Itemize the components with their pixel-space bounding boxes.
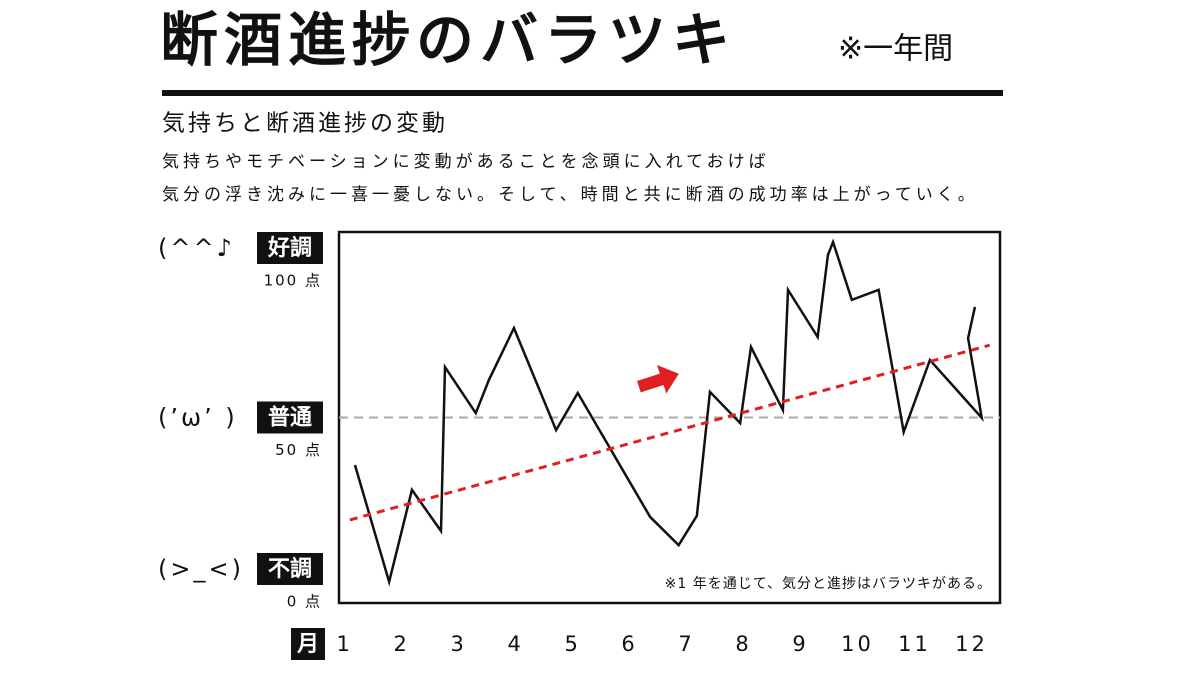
level-face: (’ω’ ) <box>158 404 238 432</box>
x-tick-label: 1 <box>337 632 353 656</box>
x-tick-label: 2 <box>393 632 409 656</box>
y-tick-label: 0 点 <box>287 593 322 611</box>
x-tick-label: 9 <box>792 632 808 656</box>
x-tick-label: 6 <box>621 632 637 656</box>
level-label: 不調 <box>268 556 312 582</box>
title-note: ※一年間 <box>838 32 953 67</box>
description-line: 気持ちやモチベーションに変動があることを念頭に入れておけば <box>162 151 770 172</box>
x-label-box <box>291 628 325 660</box>
x-tick-label: 5 <box>564 632 580 656</box>
description-line: 気分の浮き沈みに一喜一憂しない。そして、時間と共に断酒の成功率は上がっていく。 <box>162 185 979 205</box>
arrow-icon <box>637 365 679 394</box>
level-label: 普通 <box>268 405 312 431</box>
x-tick-label: 10 <box>841 632 874 656</box>
level-box <box>257 232 323 264</box>
subtitle: 気持ちと断酒進捗の変動 <box>162 111 448 137</box>
x-tick-label: 8 <box>735 632 751 656</box>
level-face: (>_<) <box>158 555 244 583</box>
x-tick-label: 3 <box>450 632 466 656</box>
level-box <box>257 401 323 434</box>
y-tick-label: 100 点 <box>264 272 322 290</box>
x-tick-label: 12 <box>955 632 988 656</box>
annotation: ※1 年を通じて、気分と進捗はバラツキがある。 <box>665 576 992 592</box>
data-line <box>353 238 984 587</box>
title-rule <box>162 90 1003 96</box>
y-tick-label: 50 点 <box>275 441 322 459</box>
x-tick-label: 11 <box>898 632 931 656</box>
level-label: 好調 <box>267 235 312 261</box>
chart-title: 断酒進捗のバラツキ <box>160 6 736 74</box>
arrow <box>637 365 679 394</box>
level-face: (^^♪ <box>158 234 235 262</box>
x-tick-label: 7 <box>678 632 694 656</box>
level-box <box>257 553 323 585</box>
x-tick-label: 4 <box>507 632 523 656</box>
trend-line <box>349 343 991 522</box>
x-label: 月 <box>296 632 319 657</box>
